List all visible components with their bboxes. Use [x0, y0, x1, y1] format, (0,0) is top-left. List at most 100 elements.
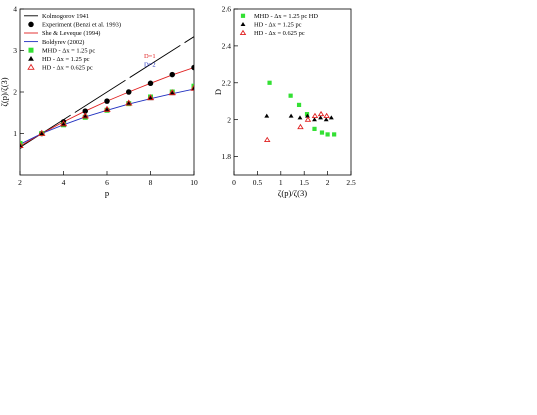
x-axis-label: p	[105, 188, 109, 198]
data-point	[317, 110, 325, 117]
data-point	[60, 121, 67, 127]
legend-marker	[28, 47, 34, 53]
x-tick-label: 8	[149, 178, 153, 187]
y-tick-label: 1.8	[222, 152, 232, 161]
y-tick-label: 2	[13, 88, 17, 97]
x-tick-label: 2	[326, 178, 330, 187]
x-tick-label: 6	[105, 178, 109, 187]
data-point	[59, 120, 68, 127]
data-point	[323, 117, 329, 122]
data-point	[20, 140, 23, 146]
series-2	[264, 113, 334, 122]
legend-entry: She & Leveque (1994)	[42, 30, 100, 37]
series-1	[267, 80, 337, 137]
legend-entry: HD - Δx = 0.625 pc	[254, 30, 305, 37]
data-point	[288, 93, 293, 98]
data-point	[104, 106, 110, 112]
y-tick-label: 3	[13, 46, 17, 55]
y-tick-label: 2.6	[222, 5, 232, 14]
legend-entry: HD - Δx = 0.625 pc	[42, 65, 93, 72]
x-tick-label: 4	[62, 178, 66, 187]
chart-2: 0 0.5 1 1.5 2 2.5 1.8 2 2.2 2.4 2.6 ζ(p)/ζ(3) D MHD -…	[213, 5, 356, 198]
y-tick-label: 2	[227, 115, 231, 124]
data-point	[323, 112, 330, 119]
data-point	[146, 94, 155, 101]
data-point	[304, 116, 312, 122]
x-tick-label: 2.5	[346, 178, 356, 187]
data-point	[169, 90, 176, 96]
x-axis-label: ζ(p)/ζ(3)	[278, 188, 307, 198]
legend-marker	[240, 22, 246, 26]
data-point	[191, 83, 194, 89]
y-tick-label: 2.2	[222, 78, 232, 87]
data-point	[319, 130, 325, 135]
annotation: D=2	[144, 61, 156, 68]
x-tick-label: 0.5	[253, 178, 263, 187]
data-point	[325, 132, 330, 137]
data-point	[169, 71, 175, 78]
data-point	[38, 130, 45, 136]
series-4	[20, 84, 194, 148]
annotation: D=1	[144, 53, 156, 60]
legend-marker	[240, 13, 246, 18]
series-2	[20, 83, 194, 146]
data-point	[38, 129, 46, 136]
legend-entry: HD - Δx = 1.25 pc	[254, 22, 302, 29]
data-point	[304, 112, 310, 117]
data-point	[104, 98, 110, 104]
x-tick-label: 1.5	[300, 178, 310, 187]
legend-entry: Kolmogorov 1941	[42, 13, 89, 20]
data-point	[147, 95, 154, 101]
legend-marker	[27, 63, 35, 70]
plot-area	[20, 36, 194, 149]
data-point	[312, 117, 317, 122]
data-point	[312, 126, 317, 131]
data-point	[305, 113, 310, 118]
data-point	[126, 89, 132, 95]
series-line-1	[20, 36, 194, 148]
data-point	[264, 113, 270, 118]
series-3	[20, 85, 194, 148]
plot-frame	[233, 8, 352, 176]
data-point	[81, 112, 89, 119]
data-point	[297, 115, 303, 120]
x-tick-label: 1	[279, 178, 283, 187]
legend-entry: Boldyrev (2002)	[42, 39, 84, 46]
data-point	[20, 141, 24, 148]
data-point	[263, 136, 271, 143]
data-point	[332, 132, 337, 137]
y-tick-label: 2.4	[222, 41, 232, 50]
y-axis-label: D	[213, 89, 223, 95]
data-point	[318, 115, 324, 120]
x-tick-label: 0	[232, 178, 236, 187]
series-3	[263, 110, 330, 143]
legend-marker	[28, 55, 34, 61]
plot-area	[263, 80, 337, 143]
series-line-3	[20, 88, 194, 145]
data-point	[168, 89, 176, 96]
legend: Kolmogorov 1941 Experiment (Benzi et al. …	[24, 13, 121, 72]
legend-entry: MHD - Δx = 1.25 pc HD	[254, 13, 318, 20]
x-tick-label: 2	[18, 178, 22, 187]
data-point	[103, 105, 111, 112]
data-point	[328, 115, 334, 120]
data-point	[125, 100, 132, 106]
data-point	[82, 113, 89, 119]
data-point	[297, 123, 304, 130]
data-point	[288, 113, 294, 118]
data-point	[147, 80, 154, 87]
legend-entry: Experiment (Benzi et al. 1993)	[42, 22, 121, 29]
data-point	[267, 80, 272, 85]
legend-entry: HD - Δx = 1.25 pc	[42, 56, 90, 63]
legend-marker	[28, 21, 34, 28]
data-point	[125, 99, 133, 106]
data-point	[82, 108, 88, 114]
legend: MHD - Δx = 1.25 pc HD HD - Δx = 1.25 pcHD…	[239, 13, 318, 37]
y-tick-label: 4	[13, 5, 17, 14]
x-tick-label: 10	[190, 178, 198, 187]
data-point	[311, 112, 319, 119]
y-tick-label: 1	[13, 129, 17, 138]
legend-entry: MHD - Δx = 1.25 pc	[42, 47, 95, 54]
